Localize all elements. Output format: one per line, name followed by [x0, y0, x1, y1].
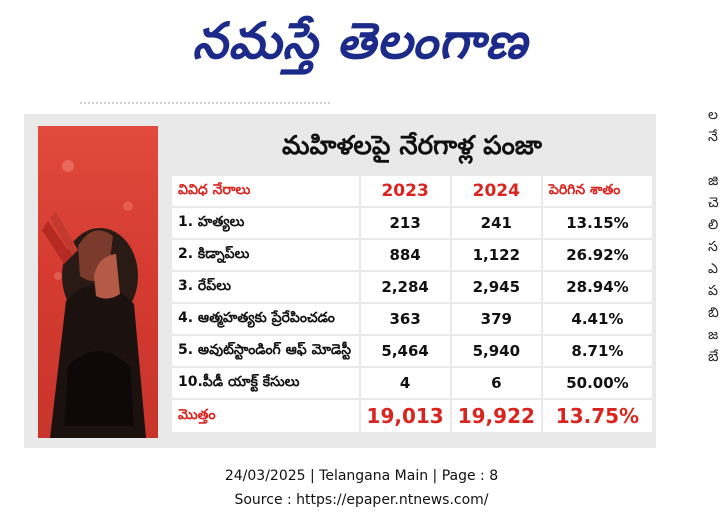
- footer-date-edition: 24/03/2025 | Telangana Main | Page : 8: [224, 468, 499, 484]
- news-clipping: మహిళలపై నేరగాళ్ల పంజా వివిధ నేరాలు 2023 …: [24, 114, 656, 448]
- row-increase: 8.71%: [542, 336, 652, 366]
- row-label: 2. కిడ్నాప్‌లు: [172, 240, 359, 270]
- row-label: 5. అవుట్‌స్టాండింగ్ ఆఫ్ మోడెస్టీ: [172, 336, 359, 366]
- crime-stats-table: వివిధ నేరాలు 2023 2024 పెరిగిన శాతం 1. హ…: [170, 174, 654, 434]
- header-year-2024: 2024: [451, 176, 541, 206]
- row-increase: 50.00%: [542, 368, 652, 398]
- header-year-2023: 2023: [360, 176, 450, 206]
- article-photo: [38, 126, 158, 438]
- side-char: జి: [708, 173, 719, 189]
- row-increase: 4.41%: [542, 304, 652, 334]
- table-row: 4. ఆత్మహత్యకు ప్రేరేపించడం 363 379 4.41%: [172, 304, 652, 334]
- divider: [80, 102, 330, 108]
- side-char: చె: [708, 195, 719, 211]
- footer-source: Source : https://epaper.ntnews.com/: [234, 492, 489, 508]
- table-row: 10.పీడీ యాక్ట్ కేసులు 4 6 50.00%: [172, 368, 652, 398]
- woman-silhouette-illustration: [42, 160, 146, 438]
- row-increase: 26.92%: [542, 240, 652, 270]
- article-headline: మహిళలపై నేరగాళ్ల పంజా: [282, 131, 542, 161]
- row-label: 3. రేప్‌లు: [172, 272, 359, 302]
- row-value-2024: 2,945: [451, 272, 541, 302]
- table-row: 5. అవుట్‌స్టాండింగ్ ఆఫ్ మోడెస్టీ 5,464 5…: [172, 336, 652, 366]
- total-label: మొత్తం: [172, 400, 359, 432]
- row-label: 10.పీడీ యాక్ట్ కేసులు: [172, 368, 359, 398]
- table-row: 2. కిడ్నాప్‌లు 884 1,122 26.92%: [172, 240, 652, 270]
- header-crime-type: వివిధ నేరాలు: [172, 176, 359, 206]
- side-char: బి: [708, 305, 719, 321]
- row-value-2024: 1,122: [451, 240, 541, 270]
- row-value-2023: 213: [360, 208, 450, 238]
- adjacent-column-text: ల నే జి చె లి స ఎ ప బి జ బే: [708, 104, 723, 368]
- side-char: ల: [708, 107, 718, 123]
- masthead-title: నమస్తే తెలంగాణ: [192, 12, 528, 70]
- row-increase: 28.94%: [542, 272, 652, 302]
- total-increase: 13.75%: [542, 400, 652, 432]
- row-value-2023: 5,464: [360, 336, 450, 366]
- page-footer: 24/03/2025 | Telangana Main | Page : 8 S…: [0, 464, 723, 512]
- row-label: 1. హత్యలు: [172, 208, 359, 238]
- row-value-2023: 363: [360, 304, 450, 334]
- side-char: ఎ: [708, 261, 718, 277]
- row-label: 4. ఆత్మహత్యకు ప్రేరేపించడం: [172, 304, 359, 334]
- table-row: 3. రేప్‌లు 2,284 2,945 28.94%: [172, 272, 652, 302]
- side-char: జ: [708, 327, 719, 343]
- row-value-2023: 884: [360, 240, 450, 270]
- crime-stats-panel: మహిళలపై నేరగాళ్ల పంజా వివిధ నేరాలు 2023 …: [170, 122, 654, 442]
- side-char: నే: [708, 129, 718, 145]
- total-value-2023: 19,013: [360, 400, 450, 432]
- side-char: ప: [708, 283, 718, 299]
- newspaper-masthead: నమస్తే తెలంగాణ: [140, 6, 580, 76]
- total-value-2024: 19,922: [451, 400, 541, 432]
- row-value-2024: 241: [451, 208, 541, 238]
- row-value-2024: 6: [451, 368, 541, 398]
- table-row: 1. హత్యలు 213 241 13.15%: [172, 208, 652, 238]
- side-char: స: [708, 239, 718, 255]
- header-increase-percent: పెరిగిన శాతం: [542, 176, 652, 206]
- row-value-2024: 5,940: [451, 336, 541, 366]
- side-char: లి: [708, 217, 719, 233]
- row-value-2023: 2,284: [360, 272, 450, 302]
- row-value-2024: 379: [451, 304, 541, 334]
- table-total-row: మొత్తం 19,013 19,922 13.75%: [172, 400, 652, 432]
- table-header-row: వివిధ నేరాలు 2023 2024 పెరిగిన శాతం: [172, 176, 652, 206]
- row-value-2023: 4: [360, 368, 450, 398]
- row-increase: 13.15%: [542, 208, 652, 238]
- side-char: బే: [708, 349, 719, 365]
